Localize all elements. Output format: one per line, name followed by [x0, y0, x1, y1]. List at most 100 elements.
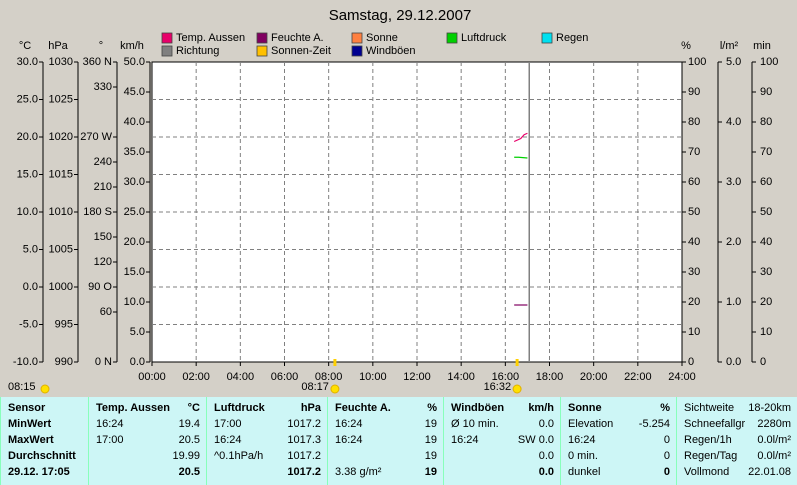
- x-tick-label: 20:00: [580, 371, 608, 383]
- y-tick-label: 20: [688, 296, 700, 308]
- table-cell: Regen/Tag: [684, 450, 738, 462]
- y-tick-label: 1015: [49, 168, 73, 180]
- y-tick-label: 100: [688, 56, 706, 68]
- column-header: Feuchte A.: [335, 402, 391, 414]
- y-tick-label: 30: [688, 266, 700, 278]
- y-tick-label: 10: [760, 326, 772, 338]
- axis-title: %: [681, 40, 691, 52]
- table-cell: 20.5: [178, 434, 200, 446]
- y-tick-label: 30.0: [124, 176, 145, 188]
- table-cell: 19: [424, 450, 437, 462]
- y-tick-label: 30.0: [17, 56, 38, 68]
- column-header: %: [427, 402, 437, 414]
- column-header: Temp. Aussen: [96, 402, 170, 414]
- table-cell: 1017.3: [287, 434, 321, 446]
- y-tick-label: 5.0: [726, 56, 741, 68]
- series-line: [513, 132, 528, 143]
- sun-label: 08:15: [8, 381, 36, 393]
- legend-swatch: [351, 45, 363, 57]
- legend-label: Sonne: [366, 32, 398, 44]
- table-cell: 19.4: [178, 418, 200, 430]
- y-tick-label: 0 N: [95, 356, 112, 368]
- table-cell: 19.99: [172, 450, 200, 462]
- x-tick-label: 24:00: [668, 371, 696, 383]
- table-column: Sensor MinWert MaxWert Durchschnitt 29.12. 1…: [0, 397, 88, 485]
- y-tick-label: 0: [760, 356, 766, 368]
- y-tick-label: 1000: [49, 281, 73, 293]
- column-header: Sensor: [8, 402, 46, 414]
- y-tick-label: 50.0: [124, 56, 145, 68]
- chart: Samstag, 29.12.2007 Temp. Aussen Feuchte …: [8, 7, 778, 394]
- x-tick-label: 00:00: [138, 371, 166, 383]
- y-tick-label: 40: [688, 236, 700, 248]
- y-tick-label: 10.0: [17, 206, 38, 218]
- x-tick-label: 12:00: [403, 371, 431, 383]
- y-tick-label: 1010: [49, 206, 73, 218]
- y-tick-label: 80: [688, 116, 700, 128]
- table-cell: dunkel: [568, 466, 601, 478]
- table-cell: Ø 10 min.: [451, 418, 499, 430]
- y-tick-label: 100: [760, 56, 778, 68]
- y-tick-label: 4.0: [726, 116, 741, 128]
- sun-icon: [330, 384, 340, 394]
- table-cell: Elevation: [568, 418, 614, 430]
- y-tick-label: 15.0: [17, 168, 38, 180]
- y-tick-label: 90: [688, 86, 700, 98]
- table-cell: 1017.2: [287, 466, 321, 478]
- y-tick-label: 50: [760, 206, 772, 218]
- y-tick-label: 0.0: [130, 356, 145, 368]
- axis-title: hPa: [48, 40, 68, 52]
- y-tick-label: 10.0: [124, 296, 145, 308]
- table-cell: 17:00: [96, 434, 124, 446]
- chart-title: Samstag, 29.12.2007: [329, 7, 472, 24]
- y-tick-label: 0.0: [726, 356, 741, 368]
- table-cell: 0 min.: [568, 450, 598, 462]
- table-cell: 1017.2: [287, 418, 321, 430]
- legend-swatch: [446, 32, 458, 44]
- y-tick-label: 0: [688, 356, 694, 368]
- y-tick-label: 10: [688, 326, 700, 338]
- table-cell: -5.254: [638, 418, 670, 430]
- table-cell: 19: [424, 418, 437, 430]
- legend-label: Regen: [556, 32, 588, 44]
- legend-swatch: [256, 45, 268, 57]
- y-tick-label: 20.0: [124, 236, 145, 248]
- y-tick-label: 240: [94, 156, 112, 168]
- y-tick-label: 120: [94, 256, 112, 268]
- axis-title: °C: [19, 40, 31, 52]
- y-tick-label: 360 N: [83, 56, 112, 68]
- table-cell: 19: [424, 434, 437, 446]
- y-tick-label: 1005: [49, 243, 73, 255]
- y-tick-label: 0.0: [23, 281, 38, 293]
- y-tick-label: 990: [55, 356, 73, 368]
- summary-table: Sensor MinWert MaxWert Durchschnitt 29.12. 1…: [0, 397, 797, 485]
- y-tick-label: 90 O: [88, 281, 112, 293]
- y-tick-label: 50: [688, 206, 700, 218]
- table-column: Luftdruck hPa 17:00 1017.2 16:24 1017.3 ^0.1hP…: [206, 397, 327, 485]
- y-tick-label: 2.0: [726, 236, 741, 248]
- table-cell: Durchschnitt: [8, 450, 76, 462]
- table-cell: 22.01.08: [748, 466, 791, 478]
- table-cell: 29.12. 17:05: [8, 466, 70, 478]
- y-tick-label: 330: [94, 81, 112, 93]
- table-cell: 0.0: [538, 450, 554, 462]
- x-tick-label: 16:00: [492, 371, 520, 383]
- legend-swatch: [161, 32, 173, 44]
- y-tick-label: 35.0: [124, 146, 145, 158]
- column-header: %: [660, 402, 670, 414]
- y-tick-label: 270 W: [80, 131, 112, 143]
- x-tick-label: 22:00: [624, 371, 652, 383]
- y-tick-label: 60: [688, 176, 700, 188]
- table-cell: 16:24: [568, 434, 596, 446]
- x-tick-label: 10:00: [359, 371, 387, 383]
- column-header: km/h: [528, 402, 554, 414]
- table-column: Feuchte A.% 16:24 19 16:24 19 19 3.38 g/m² 19: [327, 397, 443, 485]
- table-column: Windböen km/h Ø 10 min. 0.0 16:24 SW 0.0 0.0 0.…: [443, 397, 560, 485]
- y-tick-label: 15.0: [124, 266, 145, 278]
- legend-swatch: [351, 32, 363, 44]
- table-cell: 16:24: [335, 434, 363, 446]
- y-tick-label: 150: [94, 231, 112, 243]
- x-tick-label: 08:00: [315, 371, 343, 383]
- y-tick-label: 20.0: [17, 131, 38, 143]
- y-tick-label: 995: [55, 318, 73, 330]
